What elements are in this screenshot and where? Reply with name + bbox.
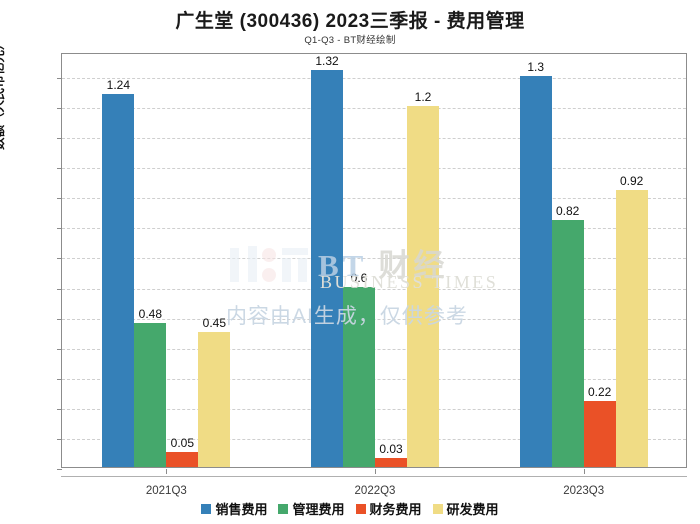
- bar[interactable]: [551, 220, 584, 467]
- bar[interactable]: [311, 70, 343, 467]
- gridline: [62, 228, 686, 230]
- bar-value-label: 1.24: [106, 78, 131, 93]
- y-axis-title: 数额（人民币亿元）: [0, 37, 6, 150]
- legend-item[interactable]: 管理费用: [278, 499, 345, 518]
- x-tick-label: 2023Q3: [563, 485, 605, 497]
- y-tick-mark: [57, 288, 62, 290]
- bar[interactable]: [375, 457, 407, 467]
- bar-value-label: 1.3: [527, 60, 544, 75]
- legend-item[interactable]: 财务费用: [355, 499, 422, 518]
- bar-value-label: 1.2: [414, 90, 432, 105]
- bar[interactable]: [166, 451, 199, 467]
- bar[interactable]: [198, 331, 231, 467]
- x-tick-mark: [583, 469, 585, 474]
- bar-value-label: 0.03: [379, 441, 403, 456]
- x-tick-mark: [375, 469, 376, 474]
- bar[interactable]: [102, 94, 135, 467]
- legend-swatch-icon: [201, 503, 212, 514]
- chart-title: 广生堂 (300436) 2023三季报 - 费用管理: [175, 11, 525, 32]
- bar[interactable]: [519, 76, 552, 467]
- gridline: [62, 168, 686, 170]
- y-tick-mark: [57, 469, 62, 470]
- legend-label: 财务费用: [369, 502, 422, 517]
- y-tick-mark: [57, 108, 62, 110]
- y-tick-mark: [57, 438, 62, 440]
- bar-value-label: 0.05: [170, 435, 195, 450]
- y-tick-mark: [57, 78, 62, 80]
- legend-swatch-icon: [432, 503, 443, 514]
- y-tick-mark: [57, 228, 62, 230]
- x-axis-line: [61, 476, 687, 477]
- legend-label: 研发费用: [446, 502, 499, 517]
- bar-value-label: 0.82: [555, 204, 580, 219]
- bar[interactable]: [407, 106, 439, 467]
- chart-subtitle: Q1-Q3 - BT财经绘制: [304, 35, 396, 46]
- bar-value-label: 0.22: [587, 384, 612, 399]
- bar-value-label: 0.6: [350, 270, 368, 285]
- chart-legend: 销售费用 管理费用 财务费用 研发费用: [0, 499, 700, 518]
- legend-item[interactable]: 销售费用: [201, 499, 267, 518]
- gridline: [62, 198, 686, 200]
- y-tick-mark: [57, 348, 62, 350]
- gridline: [62, 108, 686, 110]
- bar[interactable]: [615, 190, 648, 467]
- x-tick-label: 2021Q3: [145, 485, 187, 497]
- bar-value-label: 0.45: [202, 315, 227, 330]
- y-tick-mark: [57, 138, 62, 140]
- gridline: [62, 78, 686, 80]
- x-tick-mark: [166, 469, 168, 474]
- x-tick-label: 2022Q3: [354, 485, 396, 497]
- plot-area: 0.00.10.20.30.40.50.60.70.80.91.01.11.21…: [57, 53, 687, 497]
- y-tick-mark: [57, 378, 62, 380]
- y-tick-mark: [57, 408, 62, 410]
- y-tick-mark: [57, 258, 62, 260]
- gridline: [62, 138, 686, 140]
- legend-label: 销售费用: [215, 502, 268, 517]
- legend-swatch-icon: [278, 503, 289, 514]
- legend-swatch-icon: [355, 503, 366, 514]
- y-tick-mark: [57, 168, 62, 170]
- bar-value-label: 1.32: [315, 54, 339, 69]
- y-tick-mark: [57, 198, 62, 200]
- bar-value-label: 0.48: [138, 306, 163, 321]
- bar[interactable]: [583, 400, 616, 467]
- y-tick-mark: [57, 318, 62, 320]
- bar[interactable]: [134, 322, 167, 467]
- legend-label: 管理费用: [292, 502, 345, 517]
- bar-value-label: 0.92: [619, 174, 644, 189]
- gridline: [62, 258, 686, 260]
- legend-item[interactable]: 研发费用: [432, 499, 499, 518]
- bar[interactable]: [343, 286, 375, 467]
